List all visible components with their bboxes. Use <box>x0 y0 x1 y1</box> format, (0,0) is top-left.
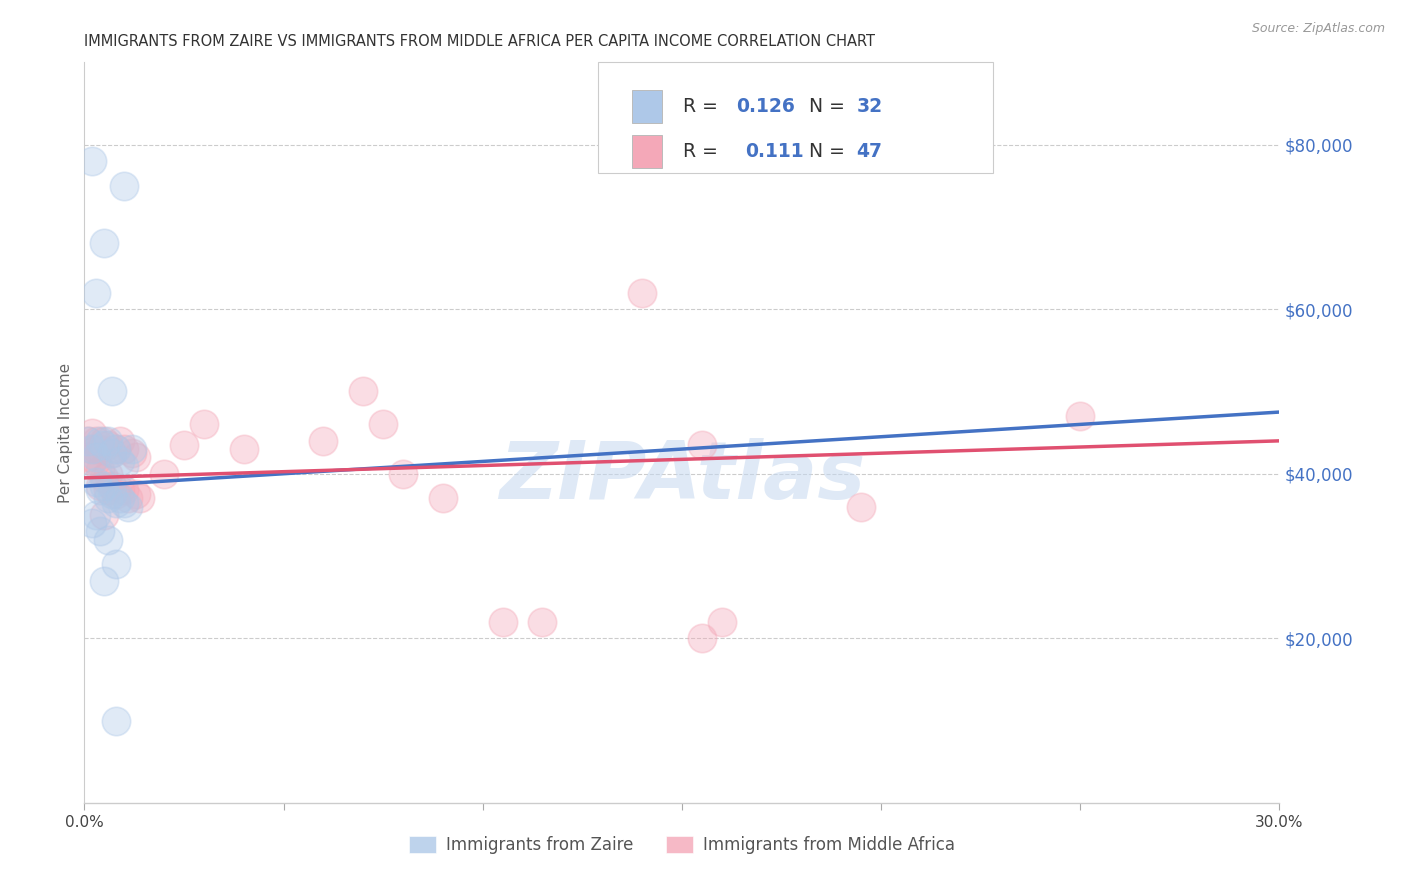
Text: ZIPAtlas: ZIPAtlas <box>499 438 865 516</box>
Point <box>93 471 115 485</box>
FancyBboxPatch shape <box>631 90 662 123</box>
Point <box>86 454 108 468</box>
Point <box>631 285 654 300</box>
Point <box>82 442 104 456</box>
Point <box>77 450 100 465</box>
Point <box>97 434 120 448</box>
Point <box>97 483 120 498</box>
Point <box>173 438 195 452</box>
Point <box>89 462 111 476</box>
Text: Source: ZipAtlas.com: Source: ZipAtlas.com <box>1251 22 1385 36</box>
Point <box>82 454 104 468</box>
Point <box>112 442 135 456</box>
Point <box>117 500 139 514</box>
Point <box>352 384 374 399</box>
Point <box>531 615 554 629</box>
Point <box>117 491 139 506</box>
Text: 0.126: 0.126 <box>735 97 794 116</box>
Text: R =: R = <box>683 142 730 161</box>
Y-axis label: Per Capita Income: Per Capita Income <box>58 362 73 503</box>
Point <box>97 467 120 481</box>
Point <box>101 384 124 399</box>
Point <box>105 487 128 501</box>
Text: 47: 47 <box>856 142 883 161</box>
Point <box>89 442 111 456</box>
Point <box>93 479 115 493</box>
Point <box>121 446 143 460</box>
Text: N =: N = <box>808 142 851 161</box>
Point <box>1069 409 1091 424</box>
Point <box>86 442 108 456</box>
Point <box>101 446 124 460</box>
Point <box>110 454 132 468</box>
Point <box>82 154 104 169</box>
Point <box>86 434 108 448</box>
Point <box>97 533 120 547</box>
Point <box>105 714 128 728</box>
Point <box>710 615 733 629</box>
Point <box>125 487 148 501</box>
Point <box>82 425 104 440</box>
Point <box>101 446 124 460</box>
Point <box>89 483 111 498</box>
Text: N =: N = <box>808 97 851 116</box>
Point <box>373 417 395 432</box>
Point <box>93 438 115 452</box>
Point <box>93 434 115 448</box>
Text: R =: R = <box>683 97 724 116</box>
Point <box>851 500 873 514</box>
Point <box>193 417 215 432</box>
Point <box>129 491 152 506</box>
Point <box>97 438 120 452</box>
Point <box>105 558 128 572</box>
Point <box>121 442 143 456</box>
Point <box>93 236 115 251</box>
Point <box>110 491 132 506</box>
Point <box>312 434 335 448</box>
Point <box>93 574 115 588</box>
Point <box>101 487 124 501</box>
Text: 32: 32 <box>856 97 883 116</box>
FancyBboxPatch shape <box>599 62 993 173</box>
Legend: Immigrants from Zaire, Immigrants from Middle Africa: Immigrants from Zaire, Immigrants from M… <box>402 830 962 861</box>
Point <box>112 483 135 498</box>
Point <box>110 434 132 448</box>
Text: IMMIGRANTS FROM ZAIRE VS IMMIGRANTS FROM MIDDLE AFRICA PER CAPITA INCOME CORRELA: IMMIGRANTS FROM ZAIRE VS IMMIGRANTS FROM… <box>84 34 876 49</box>
Point <box>112 458 135 473</box>
Point <box>86 285 108 300</box>
Point <box>492 615 515 629</box>
Point <box>112 495 135 509</box>
Point <box>105 442 128 456</box>
Point <box>690 632 713 646</box>
Point <box>101 479 124 493</box>
Point <box>105 495 128 509</box>
Point <box>86 475 108 489</box>
Point <box>232 442 254 456</box>
Point <box>110 483 132 498</box>
Point <box>89 479 111 493</box>
Point <box>86 508 108 522</box>
FancyBboxPatch shape <box>631 135 662 169</box>
Point <box>89 524 111 539</box>
Point <box>89 434 111 448</box>
Point <box>125 450 148 465</box>
Point <box>82 442 104 456</box>
Point <box>690 438 713 452</box>
Point <box>82 516 104 530</box>
Point <box>112 178 135 193</box>
Point <box>392 467 415 481</box>
Text: 0.111: 0.111 <box>745 142 804 161</box>
Point <box>97 491 120 506</box>
Point <box>93 508 115 522</box>
Point <box>153 467 176 481</box>
Point <box>86 450 108 465</box>
Point <box>77 434 100 448</box>
Point <box>105 442 128 456</box>
Point <box>77 434 100 448</box>
Point <box>432 491 454 506</box>
